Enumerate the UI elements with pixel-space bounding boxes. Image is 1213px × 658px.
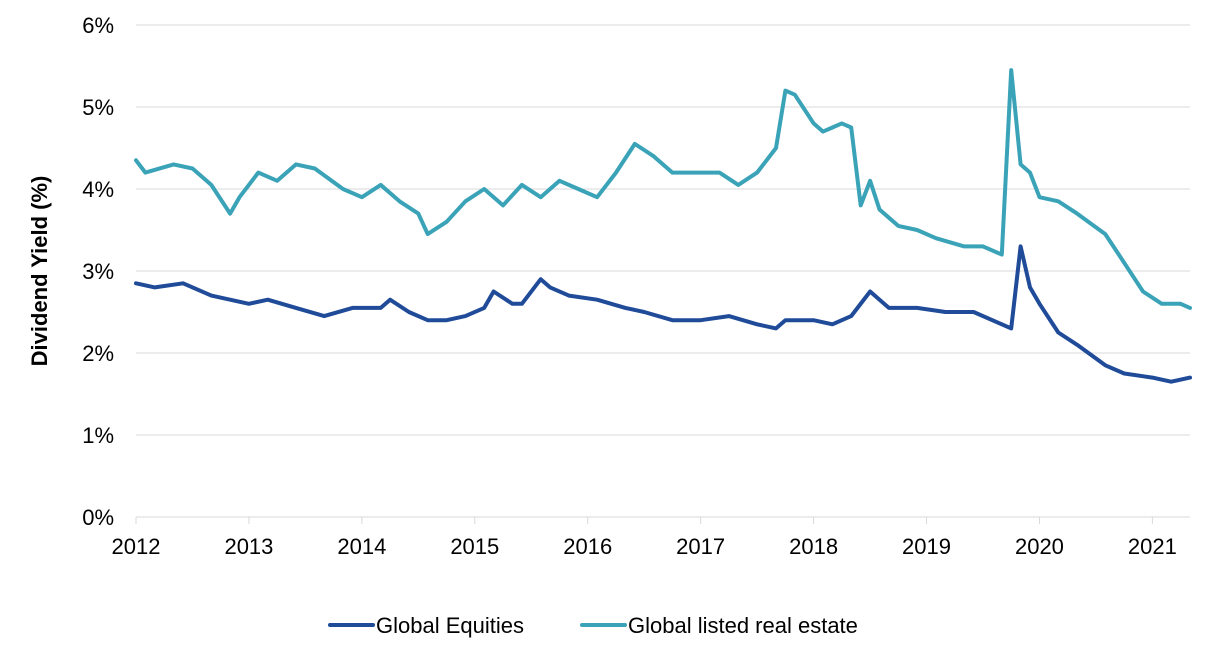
gridlines: [136, 24, 1190, 436]
x-tick-label: 2021: [1128, 534, 1177, 559]
x-tick-label: 2018: [789, 534, 838, 559]
legend: Global Equities Global listed real estate: [328, 613, 858, 638]
y-tick-label: 1%: [82, 423, 114, 448]
x-tick-label: 2017: [676, 534, 725, 559]
y-tick-label: 5%: [82, 95, 114, 120]
y-tick-label: 0%: [82, 505, 114, 530]
legend-label: Global listed real estate: [628, 613, 858, 638]
series-lines: [134, 68, 1192, 384]
axes: 0% 1% 2% 3% 4% 5% 6% 2012 2013 2014 2015 2016 2017 20…: [82, 13, 1190, 559]
x-tick-label: 2012: [112, 534, 161, 559]
y-tick-label: 4%: [82, 177, 114, 202]
legend-label: Global Equities: [376, 613, 524, 638]
x-tick-label: 2015: [450, 534, 499, 559]
x-tick-label: 2019: [902, 534, 951, 559]
y-tick-label: 2%: [82, 341, 114, 366]
x-tick-label: 2014: [337, 534, 386, 559]
x-tick-label: 2016: [563, 534, 612, 559]
series-line-global-equities: [134, 244, 1192, 384]
y-tick-label: 3%: [82, 259, 114, 284]
series-line-global-listed-real-estate: [134, 68, 1192, 310]
x-tick-label: 2020: [1015, 534, 1064, 559]
y-axis-title: Dividend Yield (%): [27, 176, 52, 367]
y-tick-label: 6%: [82, 13, 114, 38]
x-tick-label: 2013: [224, 534, 273, 559]
